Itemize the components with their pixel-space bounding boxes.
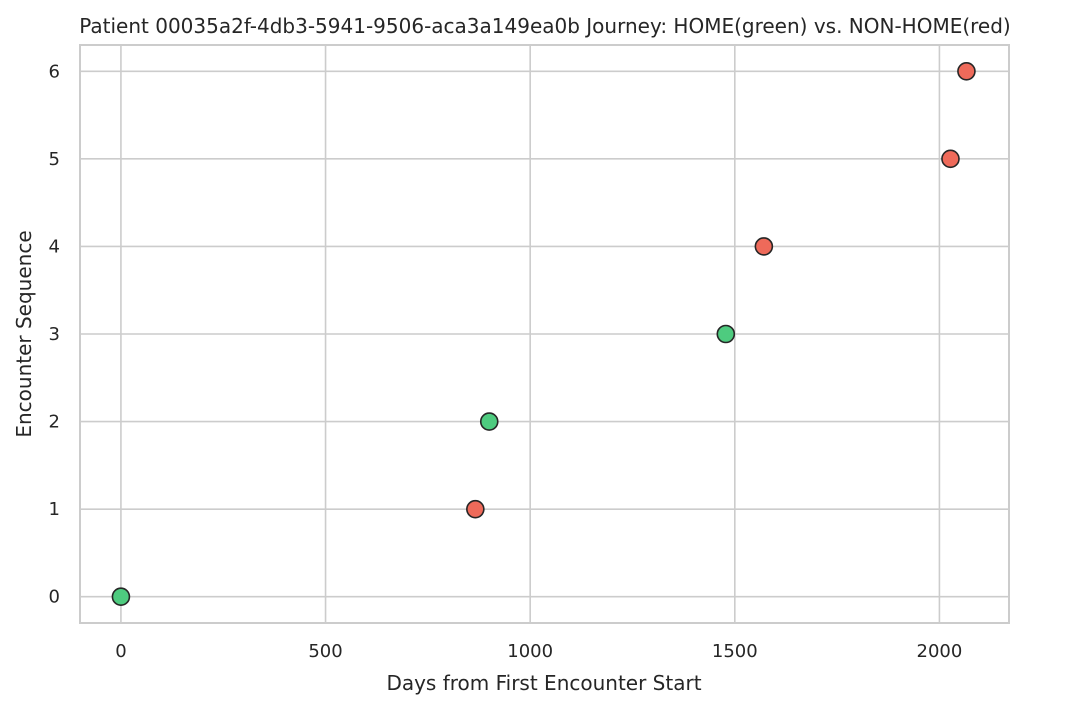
y-tick-label: 1 (49, 499, 60, 520)
x-tick-label: 1000 (507, 641, 553, 662)
home-data-point (479, 412, 499, 431)
points-layer (111, 61, 976, 607)
x-tick-label: 0 (115, 641, 126, 662)
non-home-data-point (754, 237, 774, 256)
tick-layer: 0 500 1000 1500 2000 0 1 2 3 4 5 6 (49, 61, 963, 662)
x-tick-label: 500 (308, 641, 342, 662)
non-home-data-point (466, 499, 485, 519)
y-tick-label: 0 (49, 587, 60, 608)
non-home-data-point (941, 149, 960, 169)
plot-frame (79, 44, 1010, 624)
y-axis-label: Encounter Sequence (12, 230, 36, 437)
non-home-data-point (957, 61, 976, 81)
home-data-point (111, 587, 131, 607)
home-data-point (716, 324, 736, 344)
y-tick-label: 6 (49, 61, 60, 82)
x-tick-label: 2000 (917, 641, 963, 662)
y-tick-label: 2 (49, 412, 60, 433)
y-tick-label: 4 (49, 236, 60, 257)
x-tick-label: 1500 (712, 641, 758, 662)
chart-title: Patient 00035a2f-4db3-5941-9506-aca3a149… (79, 14, 1011, 38)
x-axis-label: Days from First Encounter Start (386, 671, 701, 695)
grid-layer (80, 45, 1009, 623)
y-tick-label: 3 (49, 324, 60, 345)
y-tick-label: 5 (49, 149, 60, 170)
